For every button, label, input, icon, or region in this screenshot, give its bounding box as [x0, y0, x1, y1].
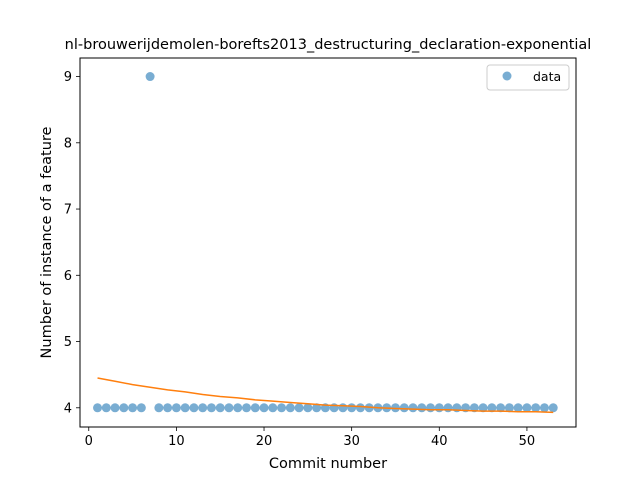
- data-point: [145, 72, 155, 82]
- data-point: [233, 403, 243, 413]
- data-point: [294, 403, 304, 413]
- data-point: [110, 403, 120, 413]
- data-point: [189, 403, 199, 413]
- data-point: [522, 403, 532, 413]
- data-point: [487, 403, 497, 413]
- y-axis-label: Number of instance of a feature: [39, 126, 55, 358]
- data-point: [303, 403, 313, 413]
- data-point: [312, 403, 322, 413]
- data-point: [277, 403, 287, 413]
- data-point: [136, 403, 146, 413]
- legend-label: data: [533, 69, 561, 84]
- data-point: [504, 403, 514, 413]
- data-point: [180, 403, 190, 413]
- y-tick-label: 4: [64, 401, 72, 416]
- legend-box: [486, 64, 570, 91]
- y-tick-label: 8: [64, 136, 72, 151]
- data-point: [163, 403, 173, 413]
- x-tick-label: 50: [519, 434, 536, 449]
- data-point: [171, 403, 181, 413]
- fit-line: [97, 377, 554, 414]
- data-point: [128, 403, 138, 413]
- axes-frame: [79, 57, 577, 428]
- data-point: [434, 403, 444, 413]
- x-tick-label: 10: [168, 434, 185, 449]
- data-point: [443, 403, 453, 413]
- data-point: [259, 403, 269, 413]
- x-tick-label: 30: [343, 434, 360, 449]
- data-point: [496, 403, 506, 413]
- data-point: [539, 403, 549, 413]
- data-point: [355, 403, 365, 413]
- data-point: [347, 403, 357, 413]
- data-point: [119, 403, 129, 413]
- data-point: [399, 403, 409, 413]
- x-axis-label: Commit number: [269, 456, 387, 472]
- data-point: [242, 403, 251, 413]
- y-tick-label: 7: [64, 203, 72, 218]
- data-point: [154, 403, 164, 413]
- data-point: [408, 403, 418, 413]
- data-point: [417, 403, 427, 413]
- data-point: [268, 403, 278, 413]
- x-tick-label: 40: [431, 434, 448, 449]
- data-point: [93, 403, 103, 413]
- y-tick-label: 6: [64, 269, 72, 284]
- data-point: [478, 403, 488, 413]
- data-point: [531, 403, 541, 413]
- y-tick-label: 9: [64, 70, 72, 85]
- data-point: [285, 403, 295, 413]
- x-tick-label: 20: [256, 434, 273, 449]
- data-point: [198, 403, 208, 413]
- data-point: [224, 403, 234, 413]
- data-point: [250, 403, 260, 413]
- data-point: [206, 403, 216, 413]
- data-point: [548, 403, 558, 413]
- data-point: [101, 403, 111, 413]
- data-point: [338, 403, 348, 413]
- plot-area: [93, 72, 558, 414]
- chart-title: nl-brouwerijdemolen-borefts2013_destruct…: [65, 37, 592, 53]
- data-point: [215, 403, 225, 413]
- data-point: [513, 403, 523, 413]
- x-tick-label: 0: [85, 434, 93, 449]
- legend: data: [486, 64, 570, 91]
- data-point: [426, 403, 436, 413]
- axis-ticks: 0 10 20 30 40 50 4 5 6 7 8 9: [64, 70, 535, 449]
- legend-marker: [502, 71, 512, 81]
- y-tick-label: 5: [64, 335, 72, 350]
